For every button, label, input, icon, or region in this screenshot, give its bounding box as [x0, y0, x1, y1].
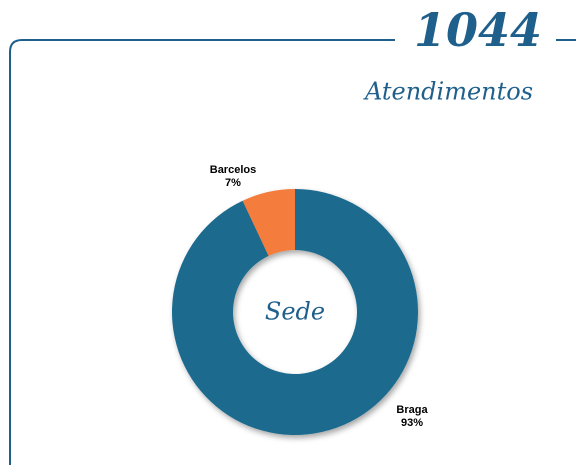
slice-value-label: 93% — [401, 417, 423, 429]
count-label: Atendimentos — [363, 78, 533, 106]
slice — [171, 189, 418, 435]
donut — [171, 189, 418, 435]
slice-value-label: 7% — [225, 177, 241, 189]
slice — [242, 189, 295, 256]
count: 1044 — [414, 3, 542, 57]
slice-category: Barcelos — [210, 164, 256, 176]
frame-line — [9, 39, 395, 465]
center-label: Sede — [265, 298, 325, 326]
slice-category: Braga — [396, 404, 428, 416]
